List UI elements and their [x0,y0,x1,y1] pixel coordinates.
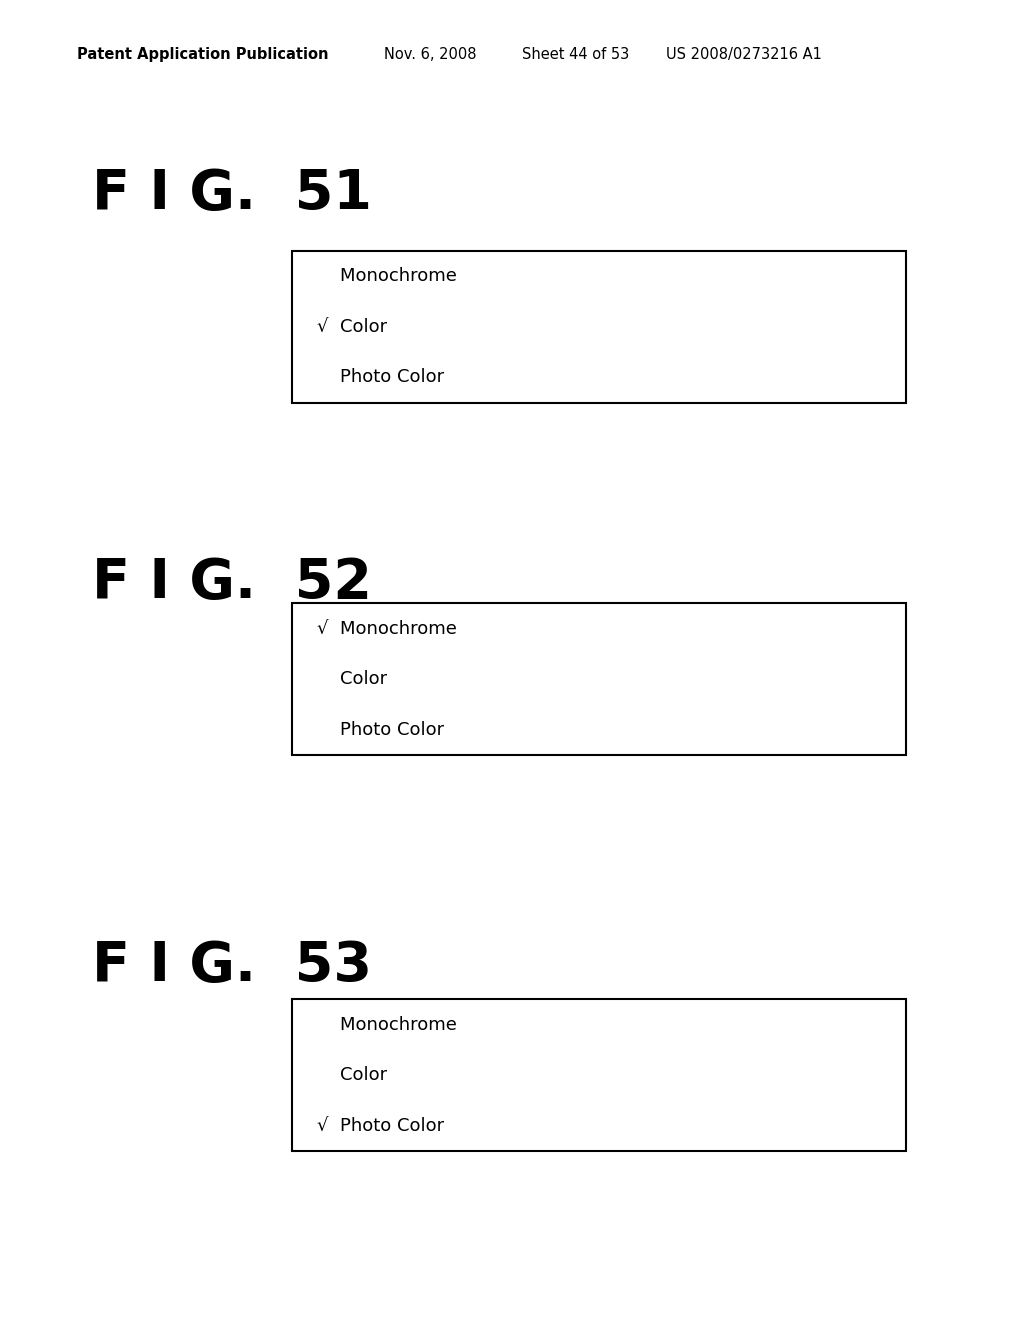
Text: F I G.  52: F I G. 52 [92,557,372,610]
Bar [292,251,906,403]
Text: Monochrome: Monochrome [317,267,458,285]
Text: Sheet 44 of 53: Sheet 44 of 53 [522,46,630,62]
Text: Photo Color: Photo Color [317,368,444,387]
Text: F I G.  51: F I G. 51 [92,168,372,220]
Text: Patent Application Publication: Patent Application Publication [77,46,329,62]
Text: √  Photo Color: √ Photo Color [317,1117,444,1135]
Text: √  Color: √ Color [317,318,387,335]
Text: Photo Color: Photo Color [317,721,444,739]
Text: Color: Color [317,671,387,688]
Text: Monochrome: Monochrome [317,1015,458,1034]
Text: Nov. 6, 2008: Nov. 6, 2008 [384,46,476,62]
Text: US 2008/0273216 A1: US 2008/0273216 A1 [666,46,821,62]
Text: Color: Color [317,1067,387,1084]
Text: F I G.  53: F I G. 53 [92,940,372,993]
Bar [292,999,906,1151]
Bar [292,603,906,755]
Text: √  Monochrome: √ Monochrome [317,619,458,638]
